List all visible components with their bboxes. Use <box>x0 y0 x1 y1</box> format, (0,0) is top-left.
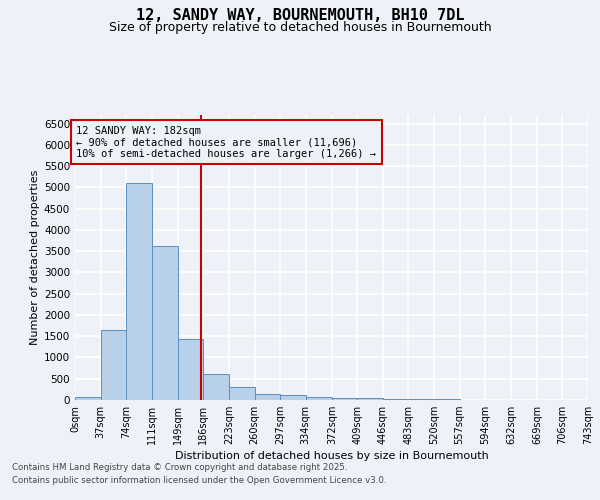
Bar <box>305 396 332 400</box>
Bar <box>101 330 126 400</box>
Y-axis label: Number of detached properties: Number of detached properties <box>30 170 40 345</box>
Bar <box>280 396 305 400</box>
Bar <box>409 399 434 400</box>
Bar <box>126 183 152 400</box>
Text: Size of property relative to detached houses in Bournemouth: Size of property relative to detached ho… <box>109 21 491 34</box>
Bar <box>75 397 101 400</box>
Bar <box>152 246 178 400</box>
Bar <box>203 374 229 400</box>
Bar <box>178 339 203 400</box>
Text: 12, SANDY WAY, BOURNEMOUTH, BH10 7DL: 12, SANDY WAY, BOURNEMOUTH, BH10 7DL <box>136 8 464 22</box>
Bar <box>229 387 254 400</box>
Bar <box>332 398 358 400</box>
Text: 12 SANDY WAY: 182sqm
← 90% of detached houses are smaller (11,696)
10% of semi-d: 12 SANDY WAY: 182sqm ← 90% of detached h… <box>76 126 376 159</box>
Text: Contains HM Land Registry data © Crown copyright and database right 2025.: Contains HM Land Registry data © Crown c… <box>12 464 347 472</box>
Text: Contains public sector information licensed under the Open Government Licence v3: Contains public sector information licen… <box>12 476 386 485</box>
X-axis label: Distribution of detached houses by size in Bournemouth: Distribution of detached houses by size … <box>175 452 488 462</box>
Bar <box>383 398 409 400</box>
Bar <box>358 398 383 400</box>
Bar <box>254 394 280 400</box>
